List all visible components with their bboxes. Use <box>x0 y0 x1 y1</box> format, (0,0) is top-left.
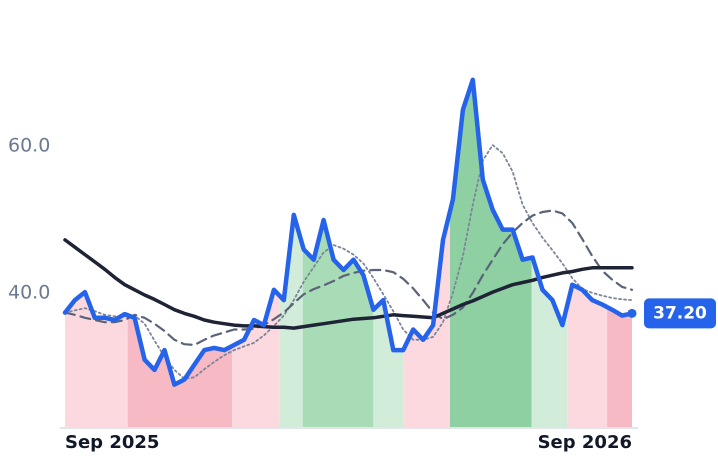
last-point <box>627 308 637 318</box>
region <box>232 289 280 428</box>
y-tick-label: 40.0 <box>8 281 50 303</box>
region <box>567 284 608 428</box>
y-tick-label: 60.0 <box>8 134 50 156</box>
region <box>531 257 568 428</box>
price-label: 37.20 <box>653 303 707 323</box>
series-line <box>63 209 634 347</box>
region <box>373 300 404 428</box>
series-line <box>62 77 635 387</box>
price-tag <box>644 298 716 329</box>
region <box>65 292 128 428</box>
region <box>403 211 450 428</box>
region <box>607 307 632 428</box>
region <box>127 315 233 428</box>
region <box>279 214 303 428</box>
x-tick-label: Sep 2025 <box>65 432 159 453</box>
series-line <box>64 144 633 380</box>
x-tick-label: Sep 2026 <box>538 432 632 453</box>
region <box>449 79 532 428</box>
